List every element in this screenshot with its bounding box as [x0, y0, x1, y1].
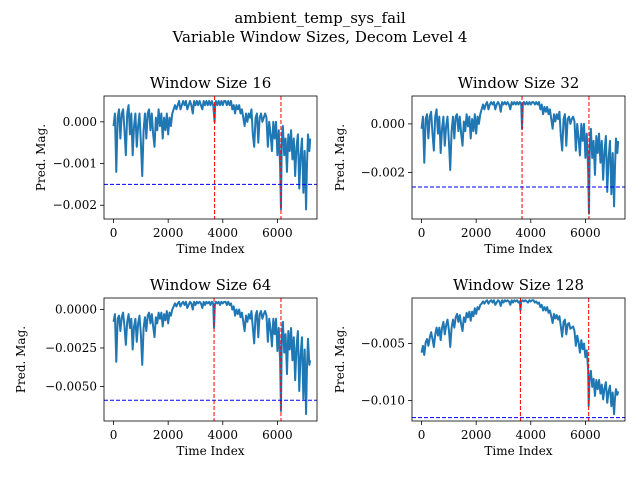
x-axis-label: Time Index — [484, 444, 552, 458]
x-tick-label: 0 — [110, 428, 118, 442]
x-axis-label: Time Index — [176, 444, 244, 458]
x-tick-label: 2000 — [461, 226, 492, 240]
y-tick-label: 0.000 — [371, 117, 405, 131]
x-tick-label: 2000 — [461, 428, 492, 442]
y-tick-label: −0.002 — [53, 198, 97, 212]
axes-frame — [411, 297, 626, 422]
y-tick-label: −0.001 — [53, 157, 97, 171]
y-axis-label: Pred. Mag. — [333, 326, 347, 393]
subplot-window-16: 0 2000 4000 6000 0.000 −0.001 −0.002 Window Siz… — [34, 74, 318, 256]
y-tick-label: −0.0050 — [45, 379, 97, 393]
figure-title-line1: ambient_temp_sys_fail — [234, 9, 406, 27]
x-tick-label: 0 — [110, 226, 118, 240]
y-tick-label: 0.0000 — [55, 303, 97, 317]
x-tick-label: 0 — [418, 226, 426, 240]
x-tick-label: 6000 — [262, 428, 293, 442]
subplot-window-128: 0 2000 4000 6000 −0.005 −0.010 Window Size 128… — [333, 276, 626, 458]
y-axis-label: Pred. Mag. — [333, 124, 347, 191]
y-tick-label: 0.000 — [63, 115, 97, 129]
subplot-window-64: 0 2000 4000 6000 0.0000 −0.0025 −0.0050 Window … — [14, 276, 318, 458]
axes-frame — [411, 95, 626, 220]
x-tick-label: 4000 — [516, 226, 547, 240]
x-tick-label: 2000 — [153, 226, 184, 240]
y-axis-label: Pred. Mag. — [14, 326, 28, 393]
x-tick-label: 6000 — [570, 428, 601, 442]
y-tick-label: −0.005 — [361, 337, 405, 351]
subplot-title: Window Size 32 — [458, 74, 580, 92]
x-tick-label: 6000 — [570, 226, 601, 240]
x-tick-label: 0 — [418, 428, 426, 442]
axes-frame — [103, 297, 318, 422]
figure-title-line2: Variable Window Sizes, Decom Level 4 — [172, 28, 468, 46]
x-axis-label: Time Index — [484, 242, 552, 256]
subplot-title: Window Size 64 — [150, 276, 272, 294]
y-tick-label: −0.010 — [361, 394, 405, 408]
x-tick-label: 4000 — [208, 226, 239, 240]
subplot-title: Window Size 16 — [150, 74, 272, 92]
subplot-window-32: 0 2000 4000 6000 0.000 −0.002 Window Size 32 Ti… — [333, 74, 626, 256]
x-tick-label: 2000 — [153, 428, 184, 442]
y-tick-label: −0.002 — [361, 165, 405, 179]
series-line — [112, 100, 312, 211]
series-line — [112, 300, 312, 416]
y-axis-label: Pred. Mag. — [34, 124, 48, 191]
y-tick-label: −0.0025 — [45, 341, 97, 355]
x-tick-label: 6000 — [262, 226, 293, 240]
x-axis-label: Time Index — [176, 242, 244, 256]
x-tick-label: 4000 — [208, 428, 239, 442]
subplot-title: Window Size 128 — [453, 276, 584, 294]
axes-frame — [103, 95, 318, 220]
x-tick-label: 4000 — [516, 428, 547, 442]
